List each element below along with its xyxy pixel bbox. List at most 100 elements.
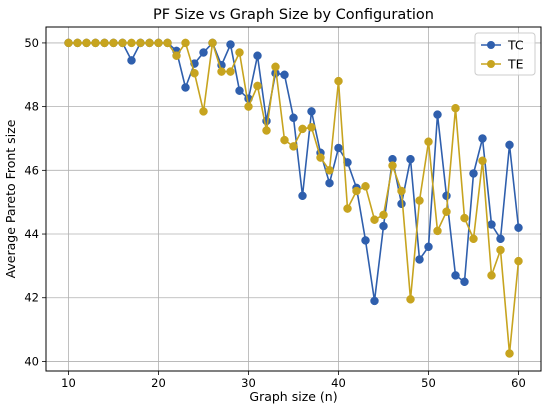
- x-tick-label: 20: [151, 376, 166, 390]
- legend: TC TE: [474, 32, 536, 76]
- data-point-tc: [505, 140, 514, 150]
- data-point-tc: [460, 277, 469, 287]
- data-point-te: [514, 256, 523, 266]
- data-point-te: [487, 271, 496, 280]
- x-tick-label: 40: [331, 376, 346, 390]
- data-point-tc: [514, 223, 523, 232]
- legend-box: [474, 32, 536, 76]
- data-point-te: [145, 38, 154, 48]
- plot-area-frame: [45, 26, 542, 372]
- data-point-te: [424, 137, 433, 146]
- data-point-tc: [370, 296, 379, 306]
- data-point-tc: [397, 199, 406, 209]
- data-point-tc: [280, 70, 289, 80]
- data-point-te: [244, 102, 253, 111]
- x-tick-label: 50: [421, 376, 436, 390]
- legend-marker-te: [487, 60, 495, 68]
- data-point-te: [235, 48, 244, 57]
- data-point-te: [478, 156, 487, 166]
- data-point-te: [172, 51, 181, 60]
- data-point-tc: [478, 134, 487, 143]
- data-point-te: [370, 215, 379, 224]
- y-tick-label: 48: [24, 100, 39, 114]
- data-point-te: [469, 234, 478, 244]
- data-point-te: [415, 196, 424, 205]
- data-point-te: [271, 62, 280, 72]
- data-point-tc: [442, 191, 451, 201]
- x-axis-label: Graph size (n): [249, 389, 337, 404]
- chart-title: PF Size vs Graph Size by Configuration: [153, 7, 434, 23]
- data-point-tc: [235, 86, 244, 95]
- data-point-te: [442, 207, 451, 216]
- data-point-tc: [181, 83, 190, 92]
- data-point-te: [496, 245, 505, 255]
- data-point-tc: [496, 234, 505, 244]
- data-point-te: [316, 153, 325, 162]
- data-point-tc: [298, 191, 307, 201]
- data-point-te: [109, 38, 118, 48]
- data-point-te: [226, 67, 235, 76]
- data-point-te: [280, 135, 289, 145]
- data-point-te: [460, 213, 469, 223]
- data-point-te: [100, 38, 109, 48]
- data-point-te: [91, 38, 100, 48]
- data-point-te: [379, 210, 388, 220]
- data-point-tc: [406, 154, 415, 164]
- data-point-te: [289, 142, 298, 151]
- data-point-tc: [469, 169, 478, 178]
- data-point-te: [334, 76, 343, 86]
- x-tick-label: 10: [61, 376, 76, 390]
- data-point-te: [352, 186, 361, 196]
- data-point-te: [136, 38, 145, 48]
- data-point-tc: [199, 48, 208, 57]
- data-point-tc: [127, 56, 136, 65]
- data-point-tc: [307, 107, 316, 116]
- data-point-te: [64, 38, 73, 48]
- data-point-te: [388, 161, 397, 170]
- data-point-te: [127, 38, 136, 48]
- data-point-te: [181, 38, 190, 48]
- y-tick-label: 50: [24, 36, 39, 50]
- data-point-te: [154, 38, 163, 48]
- legend-label-tc: TC: [507, 38, 524, 53]
- data-point-tc: [424, 242, 433, 252]
- data-point-tc: [487, 220, 496, 229]
- data-point-te: [307, 123, 316, 132]
- data-point-tc: [226, 40, 235, 49]
- y-axis-label: Average Pareto Front size: [3, 119, 18, 278]
- data-point-tc: [253, 51, 262, 60]
- y-tick-label: 40: [24, 354, 39, 368]
- data-point-te: [82, 38, 91, 48]
- data-point-tc: [379, 221, 388, 231]
- y-tick-label: 44: [24, 227, 39, 241]
- series-tc: [64, 38, 523, 306]
- data-point-te: [406, 295, 415, 304]
- y-tick-label: 42: [24, 291, 39, 305]
- data-point-te: [343, 204, 352, 213]
- data-point-te: [361, 182, 370, 191]
- legend-marker-tc: [487, 41, 495, 49]
- x-tick-label: 60: [511, 376, 526, 390]
- data-point-te: [397, 186, 406, 196]
- data-point-tc: [334, 143, 343, 153]
- x-tick-label: 30: [241, 376, 256, 390]
- data-point-te: [451, 103, 460, 113]
- legend-label-te: TE: [507, 57, 524, 72]
- series-line-te: [68, 42, 520, 355]
- data-point-te: [118, 38, 127, 48]
- data-point-te: [217, 67, 226, 76]
- data-point-te: [253, 81, 262, 91]
- series-te: [64, 38, 523, 358]
- data-point-te: [325, 166, 334, 175]
- data-point-te: [199, 107, 208, 116]
- data-point-tc: [415, 255, 424, 264]
- series-layer: [64, 38, 523, 358]
- y-tick-label: 46: [24, 163, 39, 177]
- data-point-te: [262, 126, 271, 135]
- data-point-tc: [451, 271, 460, 280]
- data-point-te: [190, 68, 199, 78]
- data-point-tc: [361, 236, 370, 245]
- data-point-tc: [289, 113, 298, 123]
